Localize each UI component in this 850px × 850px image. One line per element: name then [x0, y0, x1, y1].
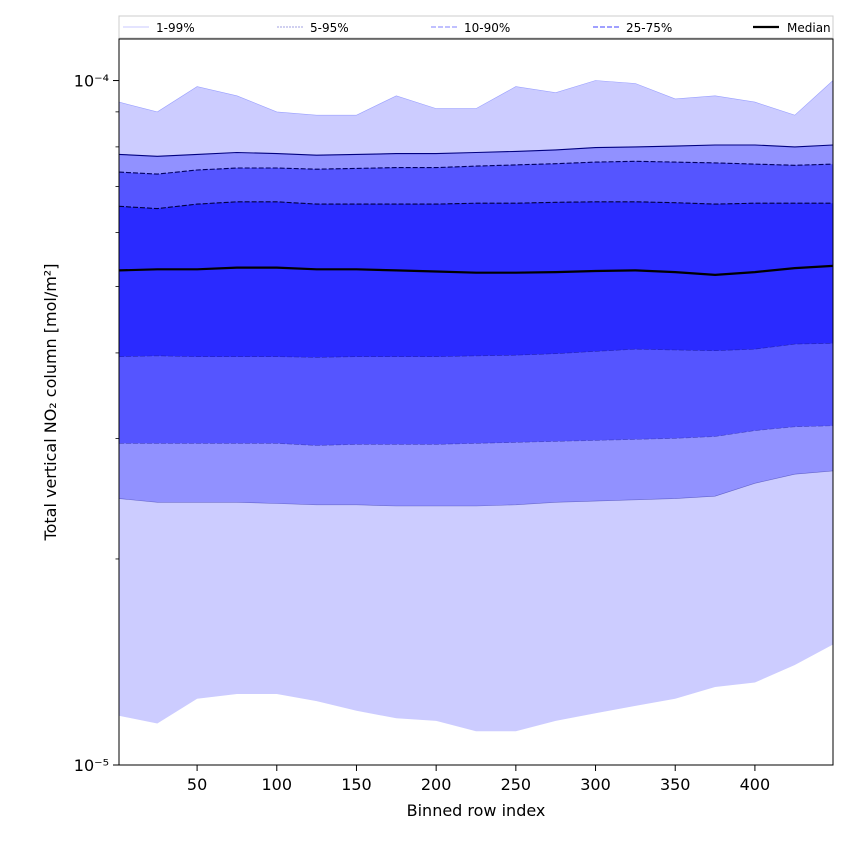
- x-axis: 50 100 150 200 250 300 350 400: [187, 765, 770, 794]
- x-axis-label: Binned row index: [407, 801, 546, 820]
- band-lower-line-10-90: [119, 425, 834, 446]
- y-tick-label: 10⁻⁵: [74, 756, 109, 775]
- x-tick-label: 50: [187, 775, 207, 794]
- x-tick-label: 350: [660, 775, 691, 794]
- band-lower-line-25-75: [118, 343, 834, 358]
- x-tick-label: 250: [501, 775, 532, 794]
- legend-label: 1-99%: [156, 21, 195, 35]
- x-tick-label: 200: [421, 775, 452, 794]
- legend-item: 25-75%: [593, 21, 672, 35]
- plot-frame: [118, 38, 834, 766]
- legend-item: Median: [753, 21, 831, 35]
- band-lower-line-5-95: [118, 470, 834, 507]
- band-upper-line-10-90: [118, 160, 834, 175]
- y-axis-label: Total vertical NO₂ column [mol/m²]: [41, 264, 60, 542]
- x-tick-label: 400: [740, 775, 771, 794]
- band-upper-line-1-99: [118, 80, 834, 116]
- y-axis: 10⁻⁵ 10⁻⁴: [74, 72, 119, 775]
- legend: 1-99% 5-95% 10-90% 25-75% Median: [118, 15, 834, 39]
- x-tick-label: 100: [262, 775, 293, 794]
- legend-label: 5-95%: [310, 21, 349, 35]
- legend-label: Median: [787, 21, 831, 35]
- band-upper-line-5-95: [118, 144, 834, 157]
- y-tick-label: 10⁻⁴: [74, 72, 109, 91]
- legend-frame: [118, 15, 834, 39]
- legend-item: 5-95%: [277, 21, 349, 35]
- legend-item: 10-90%: [431, 21, 510, 35]
- band-upper-line-25-75: [118, 201, 833, 210]
- median-line: [118, 264, 834, 277]
- legend-item: 1-99%: [123, 21, 195, 35]
- band-25-75: [119, 201, 833, 358]
- plot-area: [118, 80, 834, 732]
- x-tick-label: 150: [341, 775, 372, 794]
- legend-label: 10-90%: [464, 21, 510, 35]
- legend-label: 25-75%: [626, 21, 672, 35]
- x-tick-label: 300: [580, 775, 611, 794]
